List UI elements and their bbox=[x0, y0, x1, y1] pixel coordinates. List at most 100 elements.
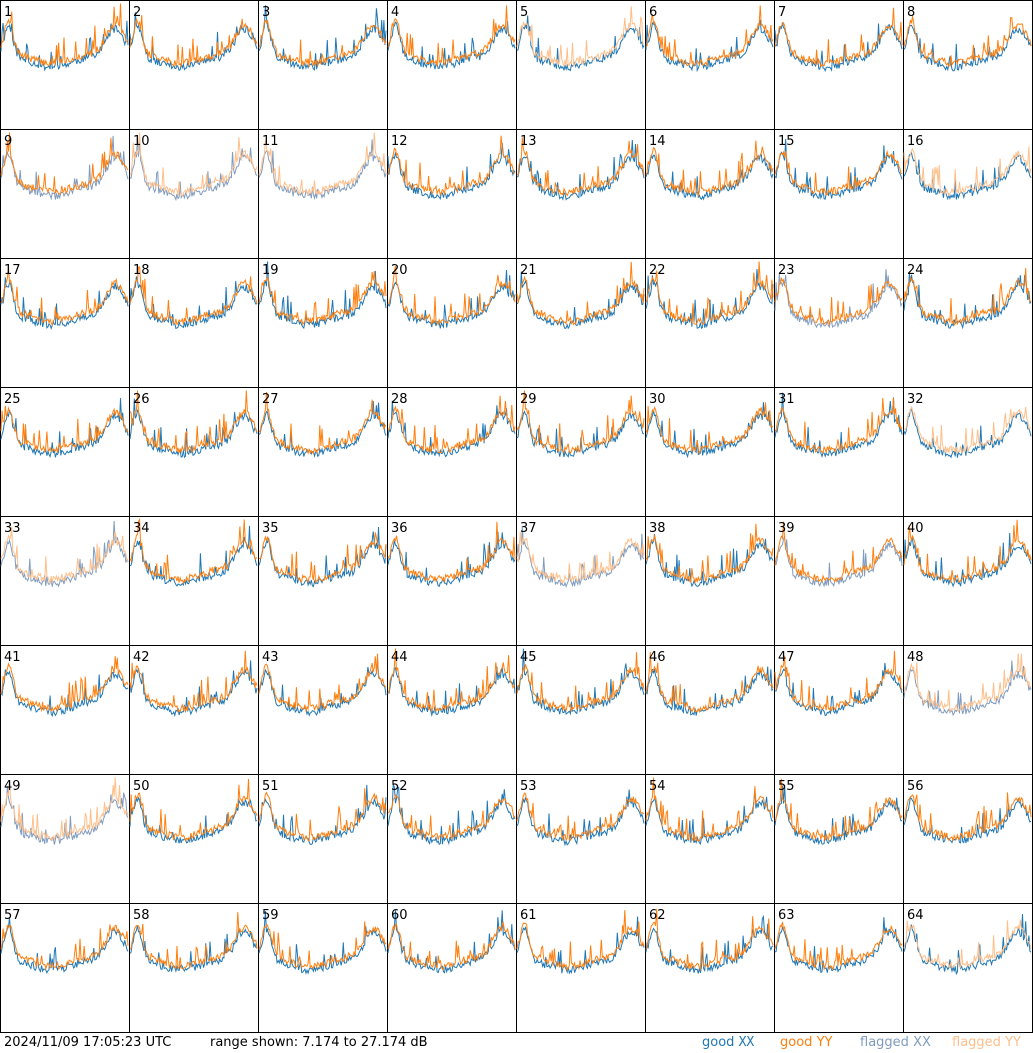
good-xx-line bbox=[645, 914, 774, 974]
panel-label: 48 bbox=[907, 650, 924, 665]
panel-frame bbox=[0, 387, 130, 517]
panel-label: 38 bbox=[649, 521, 666, 536]
panel-frame bbox=[903, 129, 1033, 259]
good-xx-line bbox=[645, 666, 774, 717]
good-yy-line bbox=[388, 793, 516, 841]
panel-label: 15 bbox=[778, 134, 795, 149]
good-xx-line bbox=[129, 398, 258, 459]
panel-label: 4 bbox=[391, 5, 399, 20]
panel-label: 16 bbox=[907, 134, 924, 149]
good-yy-line bbox=[774, 397, 903, 455]
panel-label: 11 bbox=[262, 134, 279, 149]
good-xx-line bbox=[516, 648, 645, 716]
good-yy-line bbox=[258, 921, 387, 970]
spectrum-panel: 33 bbox=[0, 516, 130, 646]
panel-label: 23 bbox=[778, 263, 795, 278]
panel-label: 57 bbox=[4, 908, 21, 923]
good-yy-line bbox=[645, 261, 774, 325]
panel-label: 8 bbox=[907, 5, 915, 20]
panel-label: 50 bbox=[133, 779, 150, 794]
spectrum-panel: 62 bbox=[645, 903, 775, 1033]
good-yy-line bbox=[516, 910, 645, 972]
good-yy-line bbox=[129, 15, 258, 68]
panel-frame bbox=[516, 774, 646, 904]
panel-label: 45 bbox=[520, 650, 537, 665]
good-xx-line bbox=[387, 783, 516, 846]
good-xx-line bbox=[387, 143, 516, 200]
good-yy-line bbox=[387, 266, 516, 327]
good-xx-line bbox=[387, 269, 516, 329]
good-yy-line bbox=[387, 920, 516, 971]
legend-flagged-yy-word: flagged bbox=[952, 1035, 1001, 1050]
good-yy-line bbox=[387, 135, 516, 197]
panel-label: 26 bbox=[133, 392, 150, 407]
good-xx-line bbox=[0, 669, 129, 718]
good-yy-line bbox=[0, 3, 129, 66]
good-xx-line bbox=[0, 277, 129, 330]
spectrum-panel: 2 bbox=[129, 0, 259, 130]
good-yy-line bbox=[387, 521, 516, 583]
spectrum-panel: 10 bbox=[129, 129, 259, 259]
panel-label: 36 bbox=[391, 521, 408, 536]
panel-label: 39 bbox=[778, 521, 795, 536]
flagged-yy-line bbox=[129, 132, 258, 197]
panel-label: 58 bbox=[133, 908, 150, 923]
spectrum-panel: 20 bbox=[387, 258, 517, 388]
good-xx-line bbox=[129, 276, 258, 330]
panel-label: 7 bbox=[778, 5, 786, 20]
good-yy-line bbox=[258, 271, 387, 326]
flagged-yy-line bbox=[903, 146, 1032, 197]
flagged-yy-line bbox=[903, 405, 1032, 454]
good-xx-line bbox=[258, 658, 387, 717]
good-yy-line bbox=[774, 778, 903, 842]
good-xx-line bbox=[903, 913, 1032, 976]
panel-label: 14 bbox=[649, 134, 666, 149]
good-xx-line bbox=[516, 271, 645, 330]
spectrum-panel: 13 bbox=[516, 129, 646, 259]
good-yy-line bbox=[645, 5, 774, 68]
good-yy-line bbox=[903, 16, 1032, 67]
panel-label: 31 bbox=[778, 392, 795, 407]
panel-label: 24 bbox=[907, 263, 924, 278]
panel-label: 47 bbox=[778, 650, 795, 665]
spectrum-panel: 64 bbox=[903, 903, 1033, 1033]
panel-label: 29 bbox=[520, 392, 537, 407]
spectrum-panel: 59 bbox=[258, 903, 388, 1033]
panel-frame bbox=[903, 903, 1033, 1033]
good-xx-line bbox=[516, 139, 645, 201]
panel-label: 62 bbox=[649, 908, 666, 923]
good-yy-line bbox=[129, 650, 258, 713]
panel-label: 56 bbox=[907, 779, 924, 794]
panel-label: 17 bbox=[4, 263, 21, 278]
panel-frame bbox=[129, 387, 259, 517]
good-yy-line bbox=[903, 792, 1032, 842]
good-yy-line bbox=[516, 390, 645, 454]
panel-label: 22 bbox=[649, 263, 666, 278]
good-yy-line bbox=[774, 650, 903, 712]
flagged-yy-line bbox=[0, 777, 129, 842]
good-xx-line bbox=[516, 15, 645, 72]
panel-label: 35 bbox=[262, 521, 279, 536]
spectrum-panel: 52 bbox=[387, 774, 517, 904]
panel-frame bbox=[387, 129, 517, 259]
spectrum-panel: 44 bbox=[387, 645, 517, 775]
legend-flagged-yy: flagged YY bbox=[952, 1035, 1021, 1050]
spectrum-panel: 58 bbox=[129, 903, 259, 1033]
good-yy-line bbox=[774, 149, 903, 196]
panel-frame bbox=[129, 774, 259, 904]
spectrum-panel: 17 bbox=[0, 258, 130, 388]
spectrum-panel: 16 bbox=[903, 129, 1033, 259]
panel-label: 27 bbox=[262, 392, 279, 407]
panel-label: 54 bbox=[649, 779, 666, 794]
panel-label: 42 bbox=[133, 650, 150, 665]
good-yy-line bbox=[258, 653, 387, 712]
spectrum-panel: 40 bbox=[903, 516, 1033, 646]
good-yy-line bbox=[516, 261, 645, 326]
good-yy-line bbox=[129, 778, 258, 843]
flagged-xx-line bbox=[774, 269, 903, 329]
good-xx-line bbox=[258, 784, 387, 846]
panel-label: 52 bbox=[391, 779, 408, 794]
good-yy-line bbox=[258, 391, 387, 455]
good-xx-line bbox=[387, 910, 516, 974]
spectrum-panel: 47 bbox=[774, 645, 904, 775]
